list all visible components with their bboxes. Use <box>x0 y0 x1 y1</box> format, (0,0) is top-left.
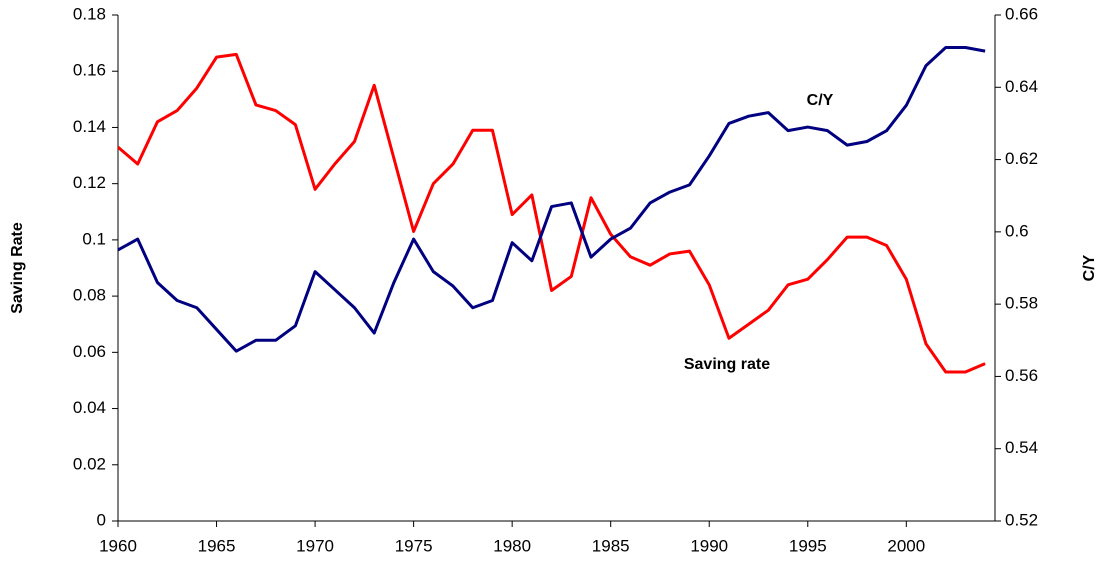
y2-tick-label: 0.52 <box>1005 510 1038 529</box>
y-tick-label: 0.16 <box>73 61 106 80</box>
series-line <box>117 52 986 374</box>
y2-axis-label: C/Y <box>1081 254 1098 281</box>
x-tick-label: 1990 <box>690 536 728 555</box>
x-tick-label: 1965 <box>198 536 236 555</box>
y2-tick-label: 0.58 <box>1005 294 1038 313</box>
y2-tick-label: 0.56 <box>1005 366 1038 385</box>
series-line <box>117 46 986 353</box>
x-tick-label: 1985 <box>592 536 630 555</box>
y-tick-label: 0.02 <box>73 454 106 473</box>
y-tick-label: 0.1 <box>82 229 106 248</box>
y-tick-label: 0.12 <box>73 173 106 192</box>
series-annotation: C/Y <box>807 92 834 109</box>
series-annotation: Saving rate <box>684 356 770 373</box>
x-tick-label: 1960 <box>99 536 137 555</box>
x-tick-label: 1980 <box>493 536 531 555</box>
y-axis-label: Saving Rate <box>9 222 26 314</box>
y-tick-label: 0.04 <box>73 398 106 417</box>
x-tick-label: 2000 <box>887 536 925 555</box>
y-tick-label: 0 <box>97 510 106 529</box>
y2-tick-label: 0.64 <box>1005 77 1038 96</box>
x-tick-label: 1970 <box>296 536 334 555</box>
y-tick-label: 0.08 <box>73 286 106 305</box>
y-tick-label: 0.18 <box>73 4 106 23</box>
x-tick-label: 1995 <box>789 536 827 555</box>
y2-tick-label: 0.6 <box>1005 221 1029 240</box>
x-tick-label: 1975 <box>395 536 433 555</box>
y2-tick-label: 0.66 <box>1005 4 1038 23</box>
y2-tick-label: 0.54 <box>1005 438 1038 457</box>
y-tick-label: 0.06 <box>73 342 106 361</box>
y2-tick-label: 0.62 <box>1005 149 1038 168</box>
y-tick-label: 0.14 <box>73 117 106 136</box>
